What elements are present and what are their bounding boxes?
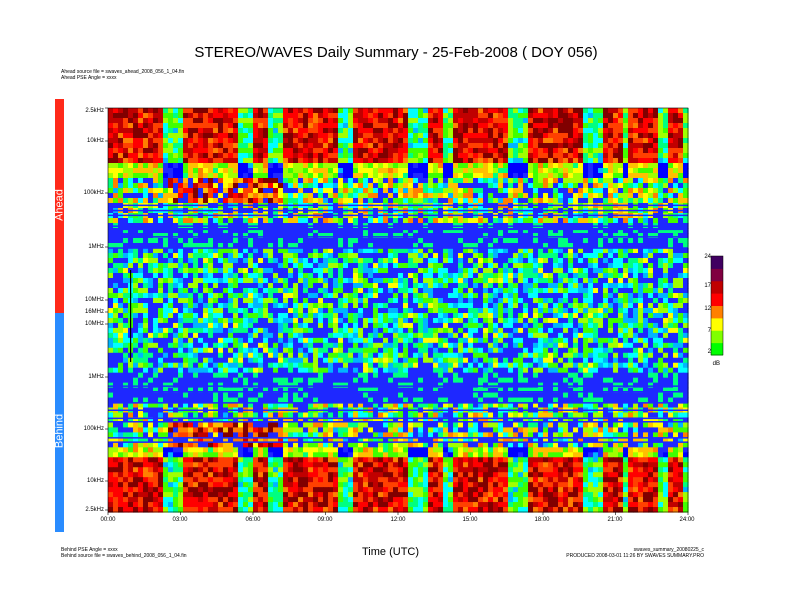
xtick-0000: 00:00: [100, 517, 116, 523]
colorbar-segment: [711, 330, 723, 344]
interference-line: [108, 441, 688, 443]
interference-line: [108, 437, 688, 439]
interference-line: [108, 214, 688, 217]
ytick-behind-1mhz: 1MHz: [88, 374, 104, 380]
ytick-behind-10khz: 10kHz: [86, 478, 104, 484]
colorbar-segment: [711, 293, 723, 307]
behind-source-file: Behind source file = swaves_behind_2008_…: [61, 553, 187, 559]
colorbar-frame: [710, 255, 724, 356]
colorbar-unit: dB: [712, 361, 720, 367]
produced-stamp: PRODUCED 2008-03-01 11:26 BY SWAVES SUMM…: [566, 553, 704, 559]
colorbar-tick-12: 12: [704, 306, 711, 312]
interference-line: [108, 385, 688, 387]
behind-spectrogram: [108, 313, 689, 513]
colorbar-segment: [711, 305, 723, 319]
interference-line: [108, 247, 688, 249]
ytick-ahead-1mhz: 1MHz: [88, 244, 104, 250]
behind-side-bar: [55, 313, 64, 532]
interference-line: [108, 225, 688, 227]
ahead-source-file: Ahead source file = swaves_ahead_2008_05…: [61, 69, 185, 75]
ytick-ahead-10mhz: 10MHz: [84, 297, 104, 303]
xtick-0600: 06:00: [245, 517, 261, 523]
ytick-behind-2.5khz: 2.5kHz: [85, 507, 104, 513]
xtick-1500: 15:00: [462, 517, 478, 523]
interference-line: [108, 204, 688, 207]
xtick-0900: 09:00: [317, 517, 333, 523]
data-gap-line: [130, 270, 132, 362]
colorbar-segment: [711, 268, 723, 282]
xtick-1800: 18:00: [534, 517, 550, 523]
xtick-2400: 24:00: [679, 517, 695, 523]
colorbar-segment: [711, 256, 723, 269]
xtick-1200: 12:00: [390, 517, 406, 523]
behind-pse-angle: Behind PSE Angle = xxxx: [61, 547, 118, 553]
interference-line: [108, 236, 688, 238]
ytick-behind-10mhz: 10MHz: [84, 321, 104, 327]
ytick-ahead-16mhz: 16MHz: [84, 309, 104, 315]
colorbar-segment: [711, 280, 723, 294]
xtick-2100: 21:00: [607, 517, 623, 523]
ahead-side-bar: [55, 99, 64, 313]
interference-line: [108, 402, 688, 404]
interference-line: [108, 417, 688, 420]
ytick-behind-100khz: 100kHz: [83, 426, 104, 432]
colorbar-tick-7: 7: [707, 328, 711, 334]
colorbar-tick-24: 24: [704, 254, 711, 260]
colorbar-tick-2: 2: [707, 349, 711, 355]
ytick-ahead-100khz: 100kHz: [83, 190, 104, 196]
ahead-spectrogram: [108, 108, 689, 314]
interference-line: [108, 421, 688, 423]
summary-file-name: swaves_summary_20080225_c: [633, 547, 704, 553]
interference-line: [108, 228, 688, 231]
ytick-ahead-2.5khz: 2.5kHz: [85, 108, 104, 114]
colorbar-segment: [711, 342, 723, 356]
x-axis-label: Time (UTC): [362, 546, 420, 558]
chart-title: STEREO/WAVES Daily Summary - 25-Feb-2008…: [194, 44, 598, 61]
interference-line: [108, 209, 688, 212]
xtick-0300: 03:00: [172, 517, 188, 523]
colorbar-segment: [711, 317, 723, 331]
interference-line: [108, 391, 688, 393]
ahead-pse-angle: Ahead PSE Angle = xxxx: [61, 75, 117, 81]
ytick-ahead-10khz: 10kHz: [86, 138, 104, 144]
colorbar-tick-17: 17: [704, 283, 711, 289]
interference-line: [108, 409, 688, 411]
